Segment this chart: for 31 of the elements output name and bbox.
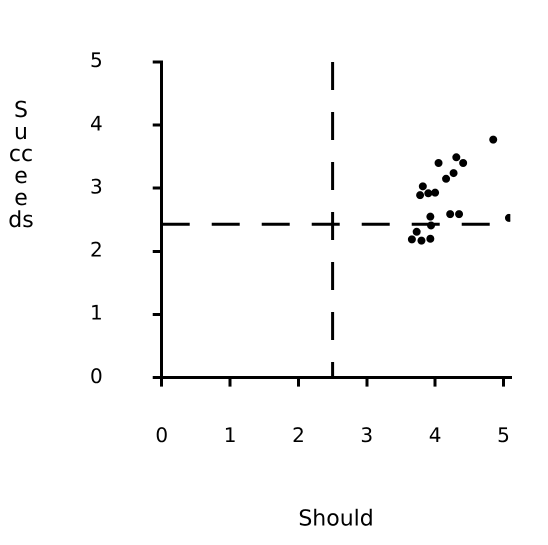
point (412, 228, 421, 236)
y-tick-label: 5 (90, 48, 103, 72)
y-tick-label: 0 (90, 364, 103, 388)
y-tick-label: 4 (90, 111, 103, 136)
x-tick-label: 2 (292, 422, 305, 447)
y-tick-label: 3 (90, 174, 103, 198)
point (450, 169, 458, 178)
point (417, 236, 426, 245)
point (424, 189, 432, 198)
point (455, 210, 464, 218)
x-tick-label: 0 (155, 422, 168, 447)
point (431, 188, 440, 197)
point (434, 158, 443, 167)
point (442, 174, 450, 183)
point (446, 210, 454, 218)
point (489, 136, 498, 144)
point (416, 191, 424, 200)
x-tick-label: 4 (428, 422, 442, 447)
point (426, 212, 434, 221)
y-tick-label: 1 (90, 300, 103, 325)
point (408, 235, 416, 244)
point (459, 158, 468, 167)
point (426, 234, 434, 243)
point (418, 182, 427, 190)
x-tick-label: 3 (360, 422, 374, 447)
y-tick-label: 2 (90, 238, 103, 262)
x-tick-label: 1 (224, 422, 236, 447)
x-axis-title: Should (298, 506, 374, 532)
y-axis-title: Succeeds (8, 98, 34, 233)
x-tick-label: 5 (497, 422, 510, 447)
point (452, 153, 460, 162)
